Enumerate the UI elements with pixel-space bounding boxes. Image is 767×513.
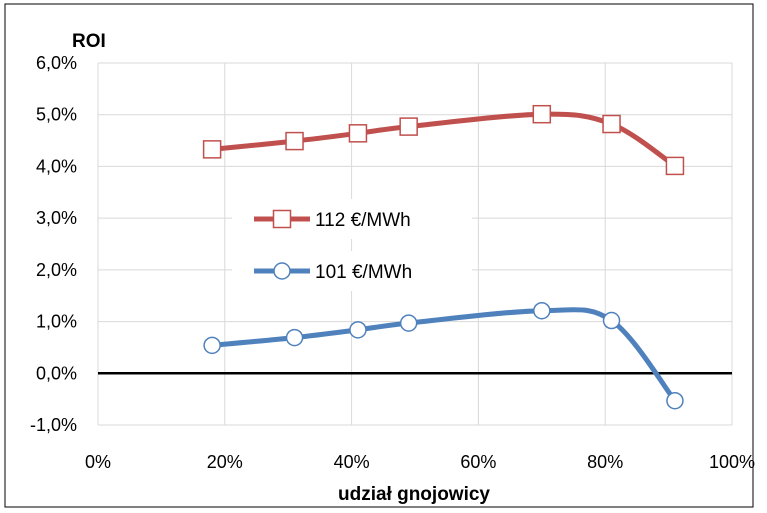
- data-point: [202, 140, 222, 159]
- y-axis-title: ROI: [72, 31, 106, 52]
- data-point: [532, 104, 552, 124]
- y-tick-label: 6,0%: [36, 53, 77, 73]
- y-tick-label: 0,0%: [36, 363, 77, 383]
- y-axis-ticks: -1,0% 0,0% 1,0% 2,0% 3,0% 4,0% 5,0% 6,0%: [30, 53, 77, 435]
- legend-marker: [273, 262, 291, 280]
- series-layer: [202, 104, 685, 410]
- legend: 112 €/MWh 101 €/MWh: [232, 199, 472, 291]
- x-tick-label: 40%: [334, 452, 370, 472]
- series-1: [202, 104, 685, 176]
- y-tick-label: 2,0%: [36, 260, 77, 280]
- y-tick-label: 1,0%: [36, 312, 77, 332]
- data-point: [602, 311, 621, 330]
- data-point: [399, 314, 418, 332]
- x-tick-label: 100%: [709, 452, 755, 472]
- x-axis-ticks: 0% 20% 40% 60% 80% 100%: [85, 452, 755, 472]
- y-tick-label: 3,0%: [36, 208, 77, 228]
- data-point: [348, 124, 368, 143]
- x-tick-label: 20%: [207, 452, 243, 472]
- data-point: [399, 117, 418, 136]
- legend-marker: [272, 209, 292, 229]
- y-tick-label: 5,0%: [36, 105, 77, 125]
- data-point: [285, 328, 304, 347]
- data-point: [666, 391, 684, 410]
- series-2: [203, 301, 684, 410]
- y-tick-label: 4,0%: [36, 156, 77, 176]
- data-point: [602, 114, 621, 134]
- data-point: [665, 156, 685, 176]
- data-point: [349, 321, 367, 339]
- x-axis-title: udział gnojowicy: [338, 484, 490, 505]
- x-tick-label: 80%: [587, 452, 623, 472]
- data-point: [285, 131, 304, 151]
- y-tick-label: -1,0%: [30, 415, 77, 435]
- data-point: [533, 301, 551, 320]
- legend-label: 112 €/MWh: [315, 210, 411, 231]
- data-point: [203, 336, 221, 355]
- x-tick-label: 0%: [85, 452, 111, 472]
- legend-label: 101 €/MWh: [315, 262, 412, 283]
- x-tick-label: 60%: [460, 452, 496, 472]
